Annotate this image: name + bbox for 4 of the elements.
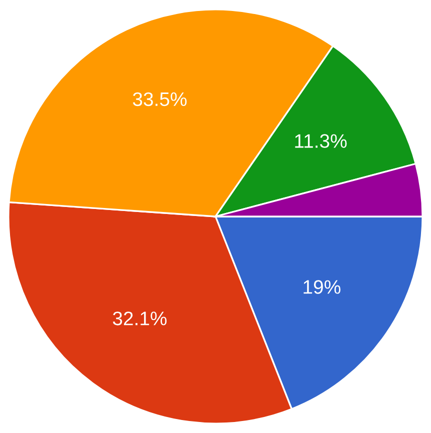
data-label: 32.1%	[112, 312, 167, 326]
data-label: 33.5%	[132, 92, 187, 106]
data-label: 19%	[304, 280, 340, 294]
data-label: 11.3%	[295, 134, 347, 148]
